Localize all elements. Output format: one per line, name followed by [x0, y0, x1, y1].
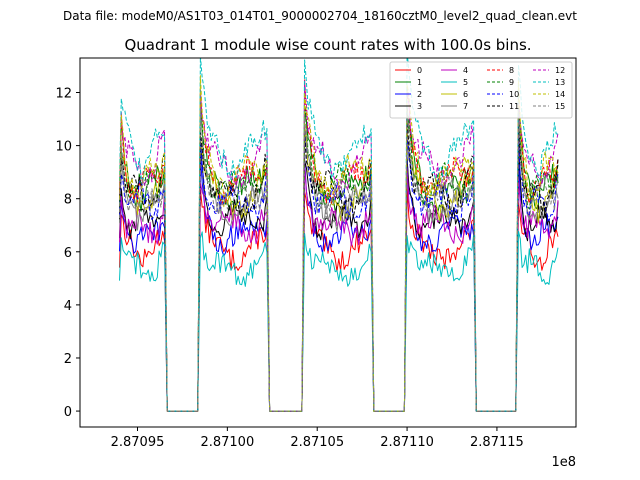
- legend-label-3: 3: [417, 102, 422, 111]
- legend-label-6: 6: [463, 90, 468, 99]
- x-tick-label: 2.87115: [470, 435, 524, 450]
- series-line-0: [119, 185, 559, 412]
- legend-label-5: 5: [463, 78, 468, 87]
- x-axis: 2.87095 2.87100 2.87105 2.87110 2.87115: [111, 427, 524, 450]
- y-tick-label: 6: [64, 246, 72, 261]
- y-tick-label: 0: [64, 405, 72, 420]
- series-line-15: [119, 107, 559, 412]
- x-tick-label: 2.87100: [200, 435, 254, 450]
- y-tick-label: 10: [55, 140, 72, 155]
- legend-label-9: 9: [509, 78, 514, 87]
- plot-area-frame: [79, 57, 577, 428]
- series-line-13: [119, 58, 559, 412]
- chart-title: Quadrant 1 module wise count rates with …: [124, 36, 531, 54]
- x-tick-label: 2.87105: [290, 435, 344, 450]
- legend-label-14: 14: [555, 90, 565, 99]
- legend-label-8: 8: [509, 66, 514, 75]
- x-tick-label: 2.87095: [111, 435, 165, 450]
- legend-label-15: 15: [555, 102, 565, 111]
- legend-label-7: 7: [463, 102, 468, 111]
- x-axis-offset-label: 1e8: [551, 455, 576, 470]
- legend-box: [389, 61, 573, 119]
- legend-label-10: 10: [509, 90, 519, 99]
- y-tick-label: 12: [55, 87, 72, 102]
- y-tick-label: 4: [64, 299, 72, 314]
- legend-label-2: 2: [417, 90, 422, 99]
- legend-label-12: 12: [555, 66, 565, 75]
- legend-label-1: 1: [417, 78, 422, 87]
- series-line-9: [119, 105, 559, 412]
- y-axis: 0 2 4 6 8 10 12: [55, 87, 80, 420]
- legend-label-4: 4: [463, 66, 468, 75]
- legend-label-13: 13: [555, 78, 565, 87]
- figure-suptitle: Data file: modeM0/AS1T03_014T01_90000027…: [63, 9, 577, 23]
- y-tick-label: 8: [64, 193, 72, 208]
- series-line-10: [119, 127, 559, 412]
- series-line-4: [119, 164, 559, 412]
- x-tick-label: 2.87110: [380, 435, 434, 450]
- series-line-14: [119, 75, 559, 412]
- series-line-5: [119, 230, 559, 412]
- series-line-12: [119, 80, 559, 412]
- series-layer: [119, 58, 559, 412]
- legend-label-0: 0: [417, 66, 422, 75]
- legend-label-11: 11: [509, 102, 519, 111]
- y-tick-label: 2: [64, 352, 72, 367]
